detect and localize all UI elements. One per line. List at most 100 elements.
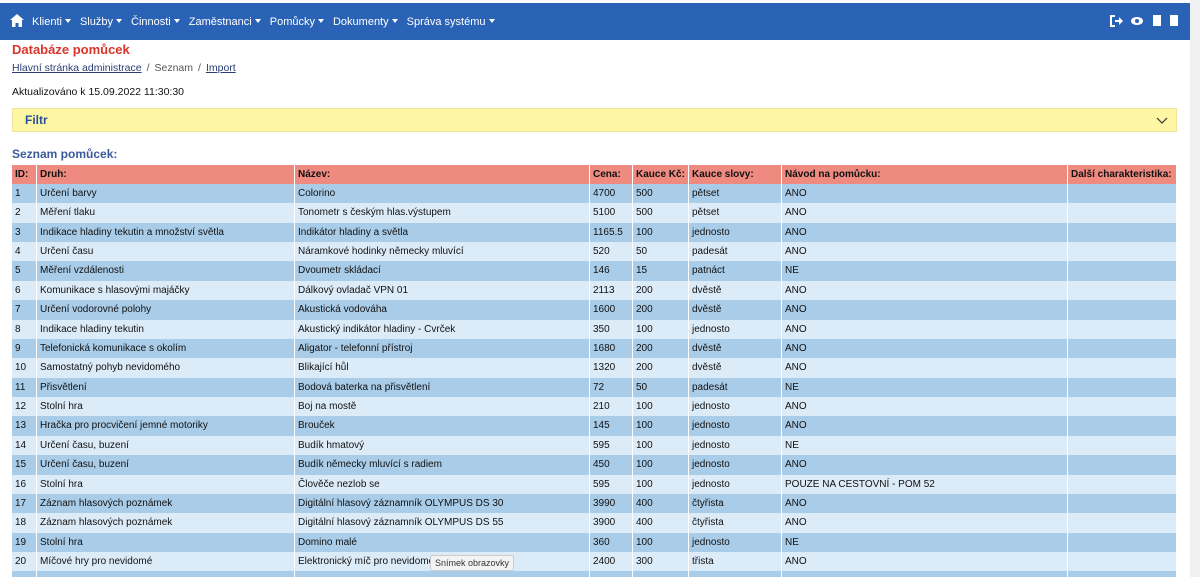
table-cell [590, 571, 633, 577]
table-cell: Určení vodorovné polohy [37, 300, 295, 320]
table-cell: ANO [782, 338, 1068, 359]
table-cell: 200 [633, 338, 689, 359]
nav-item[interactable]: Služby [80, 16, 122, 28]
table-cell [1068, 203, 1177, 223]
nav-item[interactable]: Klienti [32, 16, 71, 28]
table-cell: Dvoumetr skládací [295, 261, 590, 281]
breadcrumb-separator: / [146, 62, 150, 74]
table-cell: ANO [782, 184, 1068, 204]
table-cell: 3 [12, 222, 37, 243]
table-cell: 400 [633, 493, 689, 514]
table-cell: jednosto [689, 455, 782, 475]
nav-item[interactable]: Činnosti [131, 16, 180, 28]
table-cell: Měření tlaku [37, 203, 295, 223]
filter-panel[interactable]: Filtr [12, 108, 1177, 132]
table-cell: NE [782, 532, 1068, 553]
table-cell: 100 [633, 319, 689, 339]
table-cell: Akustická vodováha [295, 300, 590, 320]
table-cell: Míčové hry pro nevidomé [37, 552, 295, 572]
table-cell: čtyřista [689, 513, 782, 533]
table-row: 1 Určení barvy Colorino 4700 500 pětset ANO [12, 184, 1177, 204]
list-title: Seznam pomůcek: [12, 147, 118, 161]
table-cell [1068, 493, 1177, 514]
nav-item[interactable]: Dokumenty [333, 16, 398, 28]
table-cell: Další charakteristika: [1068, 165, 1177, 185]
table-cell: Indikace hladiny tekutin a množství svět… [37, 222, 295, 243]
table-cell: 6 [12, 280, 37, 301]
table-cell: ANO [782, 242, 1068, 262]
table-cell: 11 [12, 377, 37, 398]
table-cell [1068, 455, 1177, 475]
table-cell [782, 571, 1068, 577]
table-cell [1068, 242, 1177, 262]
table-cell: ANO [782, 319, 1068, 339]
table-cell: 13 [12, 416, 37, 436]
table-cell: NE [782, 435, 1068, 456]
table-cell: 100 [633, 435, 689, 456]
table-cell [1068, 377, 1177, 398]
table-cell: 1165.5 [590, 222, 633, 243]
table-cell: 450 [590, 455, 633, 475]
table-cell: Indikátor hladiny a světla [295, 222, 590, 243]
breadcrumb: Hlavní stránka administrace / Seznam / Impor… [12, 62, 236, 74]
table-cell [1068, 571, 1177, 577]
table-cell: ANO [782, 416, 1068, 436]
table-cell [1068, 319, 1177, 339]
table-cell: 1600 [590, 300, 633, 320]
table-cell: ID: [12, 165, 37, 185]
page-title: Databáze pomůcek [12, 42, 130, 57]
table-cell: 3900 [590, 513, 633, 533]
table-row: 16 Stolní hra Člověče nezlob se 595 100 jedno… [12, 474, 1177, 494]
nav-item[interactable]: Zaměstnanci [189, 16, 261, 28]
table-cell: 9 [12, 338, 37, 359]
toolbar-icons[interactable] [1108, 13, 1188, 29]
home-icon[interactable] [10, 14, 24, 27]
table-cell: 595 [590, 474, 633, 494]
table-row: 12 Stolní hra Boj na mostě 210 100 jednosto AN… [12, 397, 1177, 417]
table-cell: Měření vzdálenosti [37, 261, 295, 281]
table-cell: jednosto [689, 474, 782, 494]
table-cell: 10 [12, 358, 37, 378]
table-cell [37, 571, 295, 577]
table-cell: 1320 [590, 358, 633, 378]
table-cell: 2 [12, 203, 37, 223]
table-cell: NE [782, 377, 1068, 398]
table-cell [1068, 474, 1177, 494]
table-cell [1068, 552, 1177, 572]
table-row: 3 Indikace hladiny tekutin a množství svě… [12, 222, 1177, 243]
table-cell [1068, 222, 1177, 243]
breadcrumb-item[interactable]: Hlavní stránka administrace [12, 62, 142, 74]
filter-title: Filtr [25, 113, 48, 127]
table-cell: Stolní hra [37, 532, 295, 553]
breadcrumb-item[interactable]: Import [205, 62, 236, 74]
table-row [12, 571, 1177, 577]
table-cell: NE [782, 261, 1068, 281]
table-cell: Aligator - telefonní přístroj [295, 338, 590, 359]
nav-item[interactable]: Správa systému [407, 16, 495, 28]
tooltip: Snímek obrazovky [430, 555, 514, 571]
table-cell [12, 571, 37, 577]
table-cell: Kauce Kč: [633, 165, 689, 185]
table-cell: pětset [689, 184, 782, 204]
table-cell: jednosto [689, 435, 782, 456]
table-cell: dvěstě [689, 358, 782, 378]
table-cell: POUZE NA CESTOVNÍ - POM 52 [782, 474, 1068, 494]
table-cell: Záznam hlasových poznámek [37, 513, 295, 533]
table-cell: 200 [633, 280, 689, 301]
table-cell: Dálkový ovladač VPN 01 [295, 280, 590, 301]
table-cell: Člověče nezlob se [295, 474, 590, 494]
table-cell: Určení času, buzení [37, 435, 295, 456]
table-cell: Blikající hůl [295, 358, 590, 378]
table-cell: Digitální hlasový záznamník OLYMPUS DS 5… [295, 513, 590, 533]
table-row: 4 Určení času Náramkové hodinky německy ml… [12, 242, 1177, 262]
table-cell: 50 [633, 377, 689, 398]
table-row: 15 Určení času, buzení Budík německy mluví… [12, 455, 1177, 475]
nav-item[interactable]: Pomůcky [270, 16, 324, 28]
table-cell: 4 [12, 242, 37, 262]
table-cell: ANO [782, 358, 1068, 378]
table-cell: 20 [12, 552, 37, 572]
table-cell: dvěstě [689, 338, 782, 359]
table-row: 2 Měření tlaku Tonometr s českým hlas.výst… [12, 203, 1177, 223]
